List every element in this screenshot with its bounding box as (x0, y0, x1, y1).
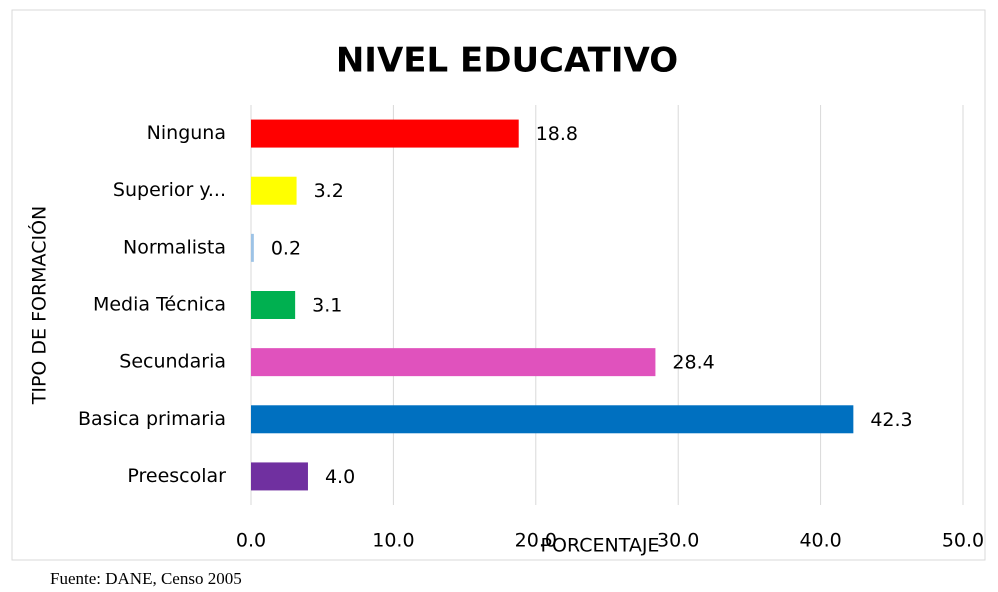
x-tick-label: 20.0 (515, 530, 557, 552)
x-tick-label: 10.0 (372, 530, 414, 552)
chart-title: NIVEL EDUCATIVO (336, 41, 678, 81)
bar (251, 348, 656, 377)
bar (251, 462, 308, 491)
data-label: 18.8 (536, 123, 578, 145)
source-note: Fuente: DANE, Censo 2005 (50, 569, 242, 588)
x-tick-label: 50.0 (942, 530, 984, 552)
y-tick-label: Superior y... (113, 179, 226, 201)
y-tick-label: Basica primaria (78, 408, 226, 430)
y-tick-label: Preescolar (127, 465, 226, 487)
bar (251, 176, 297, 205)
data-label: 28.4 (672, 352, 714, 374)
y-tick-label: Secundaria (119, 351, 226, 373)
bar (251, 119, 519, 148)
bar (251, 233, 254, 262)
data-label: 0.2 (271, 237, 301, 259)
x-tick-label: 40.0 (799, 530, 841, 552)
data-label: 42.3 (870, 409, 912, 431)
y-tick-label: Normalista (123, 236, 226, 258)
bar (251, 405, 854, 434)
x-axis-title: PORCENTAJE (541, 535, 660, 557)
y-tick-label: Media Técnica (93, 294, 226, 316)
data-label: 3.2 (314, 180, 344, 202)
y-tick-label: Ninguna (147, 122, 226, 144)
x-tick-label: 30.0 (657, 530, 699, 552)
data-label: 4.0 (325, 466, 355, 488)
y-axis-title: TIPO DE FORMACIÓN (27, 206, 51, 406)
chart-frame (11, 9, 986, 561)
x-tick-label: 0.0 (236, 530, 266, 552)
bar (251, 291, 296, 319)
data-label: 3.1 (312, 295, 342, 317)
